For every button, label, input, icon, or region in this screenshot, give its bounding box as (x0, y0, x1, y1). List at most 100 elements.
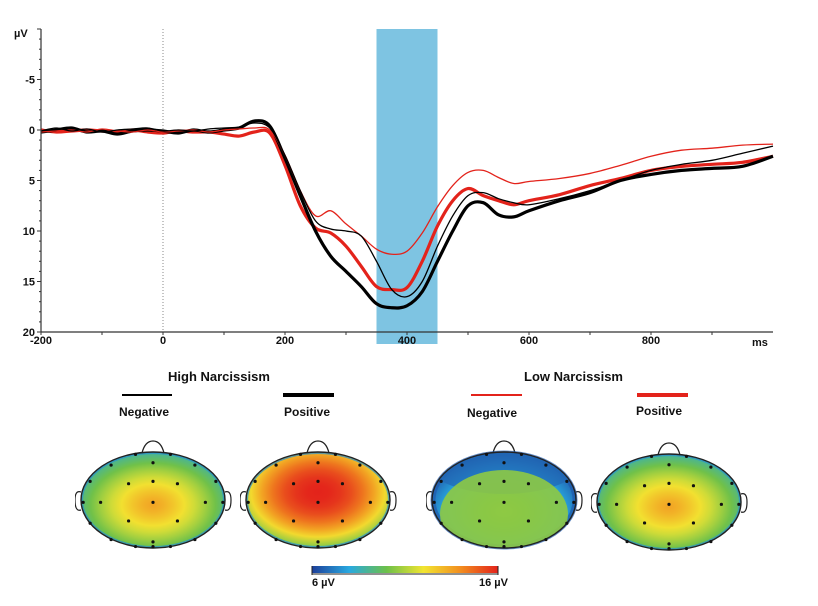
electrode-marker (109, 463, 113, 467)
electrode-marker (168, 452, 173, 456)
electrode-marker (519, 544, 524, 549)
electrode-marker (691, 521, 696, 525)
topomap-high-negative (75, 440, 232, 549)
electrode-marker (316, 479, 320, 483)
electrode-marker (214, 479, 218, 483)
electrode-marker (604, 523, 608, 527)
electrode-marker (88, 521, 92, 525)
electrode-marker (88, 479, 92, 483)
nose-outline (657, 442, 681, 456)
electrode-marker (168, 544, 173, 549)
right-ear-outline (575, 491, 583, 511)
electrode-marker (519, 452, 524, 456)
electrode-marker (649, 546, 654, 551)
electrode-marker (316, 544, 320, 549)
highlight-window (376, 29, 438, 344)
electrode-marker (126, 482, 131, 486)
electrode-marker (316, 540, 320, 544)
electrode-marker (502, 461, 506, 465)
right-ear-outline (224, 491, 232, 511)
electrode-marker (439, 521, 443, 525)
left-ear-outline (591, 493, 598, 513)
electrode-marker (649, 454, 654, 458)
electrode-marker (554, 500, 558, 504)
electrode-marker (604, 481, 608, 485)
electrode-marker (151, 479, 155, 483)
electrode-marker (291, 519, 296, 523)
right-ear-outline (389, 491, 397, 511)
electrode-marker (597, 502, 601, 506)
electrode-marker (439, 479, 443, 483)
electrode-marker (274, 463, 278, 467)
legend-line-high-negative (122, 394, 172, 396)
electrode-marker (730, 481, 734, 485)
electrode-marker (151, 544, 155, 549)
y-tick-label: 5 (29, 176, 35, 188)
electrode-marker (667, 481, 671, 485)
electrode-marker (484, 544, 489, 549)
electrode-marker (340, 482, 345, 486)
colorbar (311, 566, 499, 575)
electrode-marker (615, 502, 619, 506)
electrode-marker (565, 521, 569, 525)
electrode-marker (316, 500, 320, 504)
electrode-marker (386, 500, 390, 504)
electrode-marker (221, 500, 225, 504)
electrode-marker (264, 500, 268, 504)
electrode-marker (151, 461, 155, 465)
electrode-marker (502, 500, 506, 504)
series-line-low-narcissism-negative (40, 126, 774, 256)
legend-title-high: High Narcissism (168, 369, 270, 384)
electrode-marker (667, 502, 671, 506)
topomap-high-positive (240, 440, 397, 549)
electrode-marker (316, 461, 320, 465)
nose-outline (492, 440, 516, 454)
electrode-marker (642, 521, 647, 525)
y-tick-label: -5 (25, 75, 35, 87)
electrode-marker (368, 500, 372, 504)
legend-line-high-positive (283, 393, 334, 397)
electrode-marker (709, 539, 713, 544)
legend-label-high-positive: Positive (284, 405, 331, 419)
electrode-marker (625, 465, 629, 469)
electrode-marker (203, 500, 207, 504)
electrode-marker (358, 537, 362, 542)
electrode-marker (502, 544, 506, 549)
y-axis-unit-label: µV (14, 28, 28, 40)
electrode-marker (175, 519, 180, 523)
colorbar-max-label: 16 µV (479, 577, 508, 589)
electrode-marker (642, 484, 647, 488)
nose-outline (306, 440, 330, 454)
nose-outline (141, 440, 165, 454)
electrode-marker (625, 539, 629, 544)
x-tick-label: 400 (398, 335, 416, 347)
electrode-marker (709, 465, 713, 469)
electrode-marker (358, 463, 362, 467)
electrode-marker (684, 454, 689, 458)
electrode-marker (274, 537, 278, 542)
series-layer (40, 119, 774, 310)
electrode-marker (379, 521, 383, 525)
electrode-marker (246, 500, 250, 504)
electrode-marker (99, 500, 103, 504)
electrode-marker (175, 482, 180, 486)
x-axis-unit-label: ms (752, 337, 768, 349)
central-region (440, 470, 568, 548)
electrode-marker (565, 479, 569, 483)
electrode-marker (667, 463, 671, 467)
electrode-marker (291, 482, 296, 486)
electrode-marker (544, 537, 548, 542)
electrode-marker (684, 546, 689, 551)
electrode-marker (193, 463, 197, 467)
electrode-marker (151, 500, 155, 504)
x-tick-label: 200 (276, 335, 294, 347)
series-line-high-narcissism-negative (40, 122, 774, 298)
right-ear-outline (740, 493, 748, 513)
electrode-marker (502, 479, 506, 483)
y-tick-label: 0 (29, 125, 35, 137)
electrode-marker (737, 502, 741, 506)
electrode-marker (253, 479, 257, 483)
electrode-marker (730, 523, 734, 527)
legend-label-low-positive: Positive (636, 404, 683, 418)
colorbar-min-label: 6 µV (312, 577, 335, 589)
